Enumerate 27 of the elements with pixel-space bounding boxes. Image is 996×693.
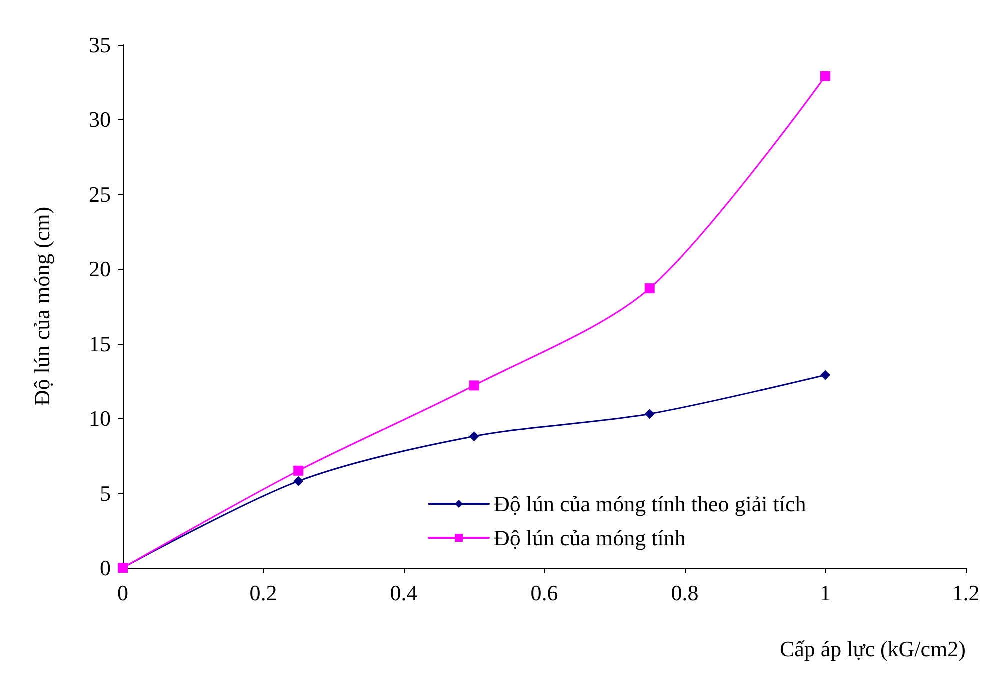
y-tick-label: 10: [89, 406, 111, 432]
x-tick-label: 1: [820, 580, 831, 606]
point: [469, 380, 480, 391]
y-tick-label: 0: [100, 556, 111, 580]
y-tick-label: 15: [89, 331, 111, 356]
x-tick-label: 0.8: [671, 580, 699, 606]
x-axis-title: Cấp áp lực (kG/cm2): [780, 636, 966, 662]
y-tick-label: 35: [89, 32, 111, 58]
point: [820, 370, 830, 380]
x-tick-label: 0: [118, 580, 128, 606]
point: [644, 284, 655, 294]
x-tick-label: 0.6: [530, 580, 558, 606]
y-tick-label: 20: [89, 256, 111, 282]
point: [294, 466, 304, 476]
point: [469, 432, 480, 442]
legend-label: Độ lún của móng tính theo giải tích: [494, 492, 806, 516]
point: [820, 71, 830, 82]
y-tick-label: 25: [89, 182, 111, 207]
x-tick-label: 1.2: [952, 580, 980, 606]
point: [644, 409, 655, 420]
x-tick-label: 0.4: [390, 580, 418, 606]
y-axis-title: Độ lún của móng (cm): [30, 206, 54, 406]
legend-label: Độ lún của móng tính: [494, 526, 686, 550]
y-tick-label: 5: [100, 480, 111, 506]
y-tick-label: 30: [89, 107, 111, 132]
point: [294, 476, 304, 486]
x-tick-label: 0.2: [250, 580, 278, 606]
